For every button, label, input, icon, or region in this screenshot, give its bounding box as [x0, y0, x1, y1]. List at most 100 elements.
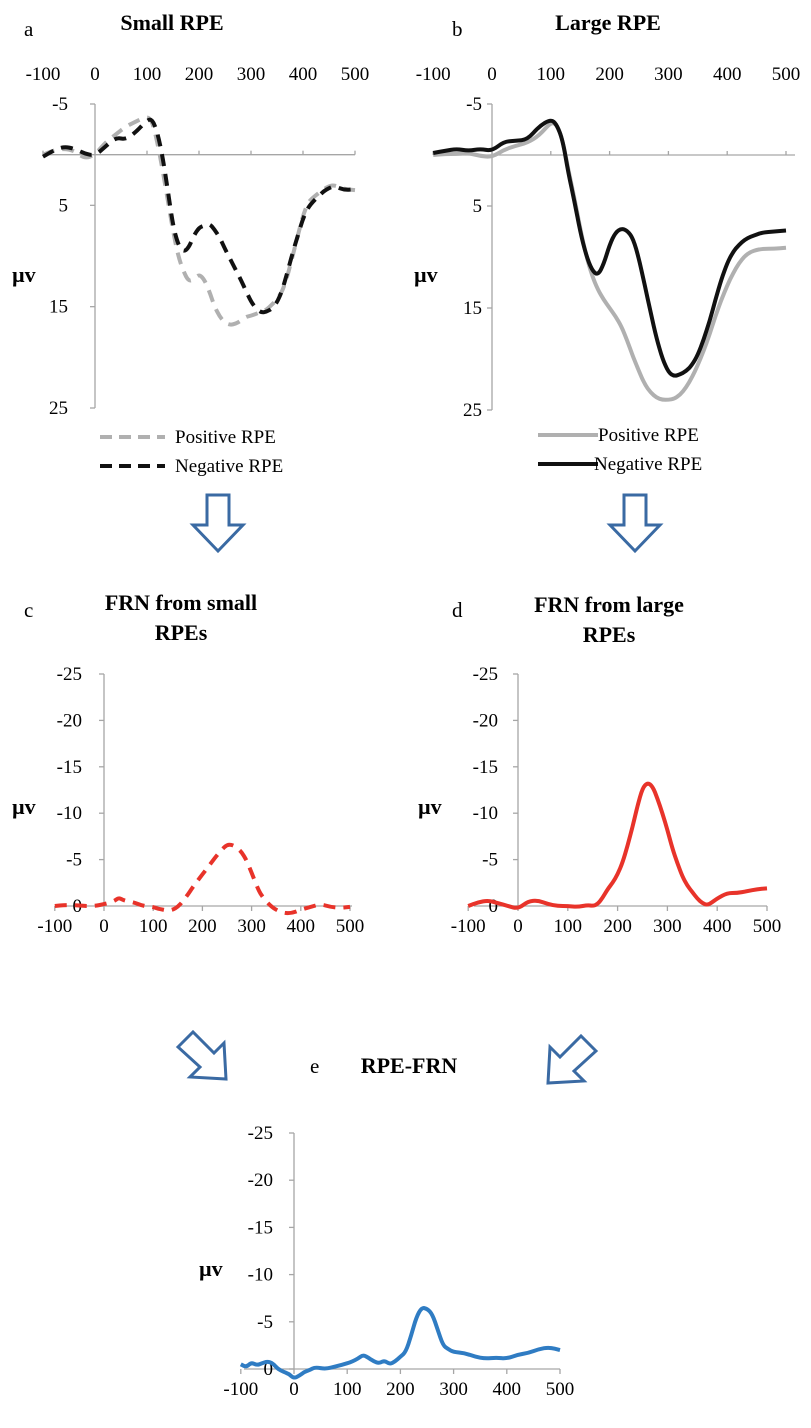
series-line-curve-0 [54, 842, 351, 916]
panel-e-series [239, 1306, 561, 1380]
y-tick-label: -20 [57, 710, 82, 731]
panel-e-axes [244, 1133, 560, 1370]
panel-d-frn-large: d FRN from large RPEs µv -100 0 100 200 300 4… [418, 592, 781, 937]
x-tick-label: 500 [772, 64, 801, 85]
panel-a-axes [45, 104, 355, 408]
y-tick-label: -5 [482, 850, 498, 871]
series-line-curve-0 [467, 781, 768, 910]
panel-e-title: RPE-FRN [361, 1053, 458, 1078]
panel-c-axes [58, 674, 352, 907]
x-tick-label: 200 [595, 64, 624, 85]
panel-d-letter: d [452, 598, 463, 622]
series-line-negative-rpe [42, 117, 356, 315]
y-tick-label: -5 [466, 94, 482, 115]
y-tick-label: -15 [473, 757, 498, 778]
x-tick-label: 400 [287, 916, 316, 937]
series-line-positive-rpe [433, 121, 787, 402]
arrow-down-right-icon [606, 493, 664, 554]
panel-c-letter: c [24, 598, 33, 622]
panel-a-legend-positive: Positive RPE [175, 427, 276, 448]
series-line-negative-rpe [432, 118, 787, 378]
x-tick-label: 100 [333, 1379, 362, 1400]
y-tick-label: -25 [248, 1123, 273, 1144]
panel-c-y-unit: µv [12, 794, 36, 819]
panel-c-series [54, 842, 351, 916]
panel-d-series [467, 781, 768, 910]
series-line-curve-0 [239, 1306, 561, 1380]
y-tick-label: 15 [49, 297, 68, 318]
panel-a-legend-negative: Negative RPE [175, 456, 283, 477]
panel-e-x-ticks: -100 0 100 200 300 400 500 [223, 1369, 574, 1400]
panel-a-x-ticks: -100 0 100 200 300 400 500 [26, 64, 370, 155]
panel-a-small-rpe: a Small RPE µv -100 0 100 200 300 400 500 -5 5 1… [12, 10, 369, 477]
arrow-diagonal-down-right-icon [175, 1029, 228, 1081]
x-tick-label: 500 [546, 1379, 575, 1400]
arrow-diagonal-down-left-icon [546, 1033, 599, 1085]
panel-a-letter: a [24, 17, 34, 41]
panel-e-y-ticks: -25 -20 -15 -10 -5 0 [248, 1123, 294, 1380]
x-tick-label: 200 [386, 1379, 415, 1400]
panel-a-title: Small RPE [120, 10, 223, 35]
x-tick-label: 100 [133, 64, 162, 85]
x-tick-label: -100 [37, 916, 72, 937]
y-tick-label: -15 [248, 1217, 273, 1238]
panel-d-y-unit: µv [418, 794, 442, 819]
y-tick-label: 5 [473, 196, 483, 217]
y-tick-label: -5 [52, 94, 68, 115]
y-tick-label: 0 [264, 1359, 274, 1380]
panel-d-title-line2: RPEs [583, 622, 636, 647]
panel-c-y-ticks: -25-20-15-10-50 [57, 664, 104, 917]
y-tick-label: -20 [248, 1170, 273, 1191]
y-tick-label: 25 [49, 398, 68, 419]
x-tick-label: 100 [554, 916, 583, 937]
panel-c-title-line2: RPEs [155, 620, 208, 645]
x-tick-label: -100 [451, 916, 486, 937]
x-tick-label: 400 [703, 916, 732, 937]
panel-b-letter: b [452, 17, 463, 41]
x-tick-label: 300 [654, 64, 683, 85]
panel-c-title-line1: FRN from small [105, 590, 257, 615]
panel-b-title: Large RPE [555, 10, 661, 35]
y-tick-label: -10 [473, 803, 498, 824]
panel-b-large-rpe: b Large RPE µv -100 0 100 200 300 400 500 -5 5 1… [414, 10, 800, 475]
x-tick-label: 400 [289, 64, 318, 85]
arrow-down-left-icon [189, 493, 247, 554]
y-tick-label: -25 [473, 664, 498, 685]
x-tick-label: 500 [341, 64, 370, 85]
panel-a-y-unit: µv [12, 262, 36, 287]
x-tick-label: 0 [99, 916, 109, 937]
panel-b-series [432, 118, 787, 402]
series-line-positive-rpe [42, 115, 356, 327]
x-tick-label: 200 [603, 916, 632, 937]
x-tick-label: 0 [487, 64, 497, 85]
y-tick-label: -10 [248, 1265, 273, 1286]
y-tick-label: 15 [463, 298, 482, 319]
panel-b-legend-negative: Negative RPE [594, 454, 702, 475]
panel-c-x-ticks: -100 0 100 200 300 400 500 [37, 906, 364, 937]
x-tick-label: 300 [439, 1379, 468, 1400]
panel-d-y-ticks: -25 -20 -15 -10 -5 0 [473, 664, 518, 917]
panel-e-letter: e [310, 1054, 319, 1078]
panel-b-y-unit: µv [414, 262, 438, 287]
x-tick-label: 0 [289, 1379, 299, 1400]
y-tick-label: -25 [57, 664, 82, 685]
panel-d-x-ticks: -100 0 100 200 300 400 500 [451, 906, 781, 937]
panel-b-legend: Positive RPE Negative RPE [538, 425, 702, 475]
panel-d-title-line1: FRN from large [534, 592, 684, 617]
x-tick-label: 100 [537, 64, 566, 85]
x-tick-label: 300 [653, 916, 682, 937]
panel-a-legend: Positive RPE Negative RPE [100, 427, 283, 477]
y-tick-label: -15 [57, 757, 82, 778]
panel-a-y-ticks: -5 5 15 25 [49, 94, 95, 419]
x-tick-label: -100 [223, 1379, 258, 1400]
x-tick-label: 300 [237, 916, 266, 937]
y-tick-label: 0 [489, 896, 499, 917]
y-tick-label: -5 [66, 850, 82, 871]
y-tick-label: -10 [57, 803, 82, 824]
x-tick-label: -100 [26, 64, 61, 85]
x-tick-label: 300 [237, 64, 266, 85]
x-tick-label: -100 [416, 64, 451, 85]
panel-b-y-ticks: -5 5 15 25 [463, 94, 492, 421]
x-tick-label: 100 [139, 916, 168, 937]
panel-a-series [42, 115, 356, 327]
